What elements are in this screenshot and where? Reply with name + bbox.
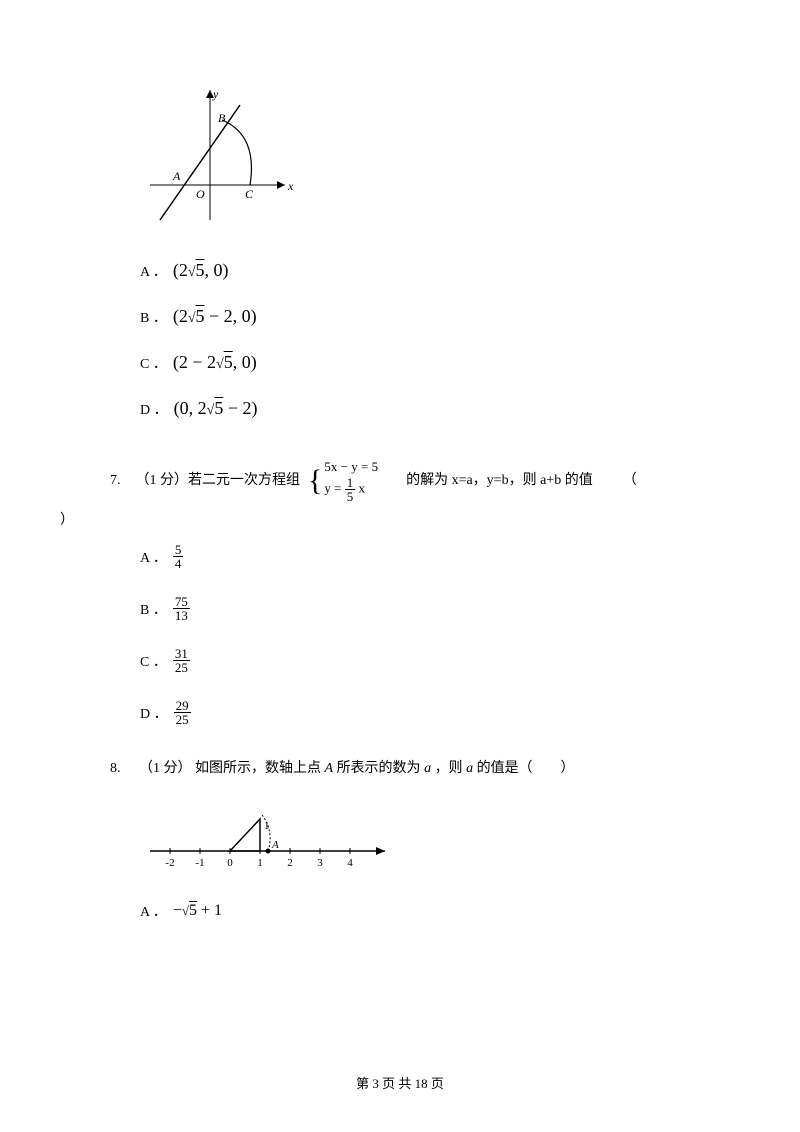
page-footer: 第 3 页 共 18 页 [0, 1073, 800, 1092]
option-label: D ． [140, 399, 168, 419]
eq1: 5x − y = 5 [324, 459, 378, 476]
svg-text:A: A [271, 839, 279, 851]
var-a2: a [466, 761, 473, 776]
question-7: 7. （1 分） 若二元一次方程组 { 5x − y = 5 y = 15 x … [60, 454, 740, 533]
svg-text:-1: -1 [195, 857, 204, 869]
svg-text:-2: -2 [165, 857, 174, 869]
q-text: 若二元一次方程组 [188, 468, 300, 493]
question-8: 8. （1 分） 如图所示，数轴上点 A 所表示的数为 a ，则 a 的值是（ … [60, 756, 740, 781]
svg-text:1: 1 [257, 857, 263, 869]
option-expr: (0, 2√5 − 2) [174, 398, 258, 419]
option-label: A ． [140, 901, 167, 921]
option-expr: (2√5 − 2, 0) [173, 306, 257, 327]
q7-option-b: B ． 7513 [140, 595, 740, 622]
option-frac: 3125 [173, 647, 190, 674]
q8-option-a: A ． −√5 + 1 [140, 901, 740, 921]
q-text2: 的解为 x=a，y=b，则 a+b 的值 [406, 468, 593, 493]
option-label: A ． [140, 261, 167, 281]
svg-text:C: C [245, 187, 254, 201]
q6-option-c: C ． (2 − 2√5, 0) [140, 352, 740, 373]
svg-text:B: B [218, 111, 226, 125]
svg-text:2: 2 [287, 857, 293, 869]
option-frac: 7513 [173, 595, 190, 622]
svg-text:O: O [196, 187, 205, 201]
coordinate-diagram: y x A B O C [140, 80, 740, 230]
var-A: A [325, 761, 334, 776]
svg-text:4: 4 [347, 857, 353, 869]
q6-option-d: D ． (0, 2√5 − 2) [140, 398, 740, 419]
q6-option-a: A ． (2√5, 0) [140, 260, 740, 281]
option-frac: 54 [173, 543, 184, 570]
eq2: y = 15 x [324, 476, 378, 503]
paren-close: ） [60, 508, 740, 533]
q-points: （1 分） [136, 468, 189, 493]
option-label: C ． [140, 353, 167, 373]
number-line-diagram: -2 -1 0 1 2 3 4 1 A [140, 801, 740, 871]
option-expr: (2√5, 0) [173, 260, 229, 281]
svg-text:1: 1 [264, 820, 270, 832]
paren-open: （ [623, 468, 637, 493]
q7-option-d: D ． 2925 [140, 699, 740, 726]
var-a: a [424, 761, 431, 776]
svg-text:A: A [172, 169, 181, 183]
svg-text:3: 3 [317, 857, 323, 869]
option-label: C ． [140, 651, 167, 671]
q7-option-a: A ． 54 [140, 543, 740, 570]
q6-option-b: B ． (2√5 − 2, 0) [140, 306, 740, 327]
option-label: A ． [140, 547, 167, 567]
q-text2: 所表示的数为 [337, 761, 425, 776]
q-text3: ，则 [435, 761, 467, 776]
option-label: D ． [140, 703, 168, 723]
option-label: B ． [140, 307, 167, 327]
q7-option-c: C ． 3125 [140, 647, 740, 674]
equation-system: { 5x − y = 5 y = 15 x [308, 454, 378, 508]
option-frac: 2925 [174, 699, 191, 726]
q-number: 8. [110, 761, 121, 776]
option-expr: −√5 + 1 [173, 902, 222, 920]
option-label: B ． [140, 599, 167, 619]
q-text: 如图所示，数轴上点 [195, 761, 325, 776]
option-expr: (2 − 2√5, 0) [173, 352, 257, 373]
q-number: 7. [110, 468, 121, 493]
q-points: （1 分） [139, 761, 192, 776]
svg-text:y: y [212, 87, 219, 101]
svg-text:0: 0 [227, 857, 233, 869]
q-text4: 的值是（ ） [477, 761, 575, 776]
svg-text:x: x [287, 179, 294, 193]
